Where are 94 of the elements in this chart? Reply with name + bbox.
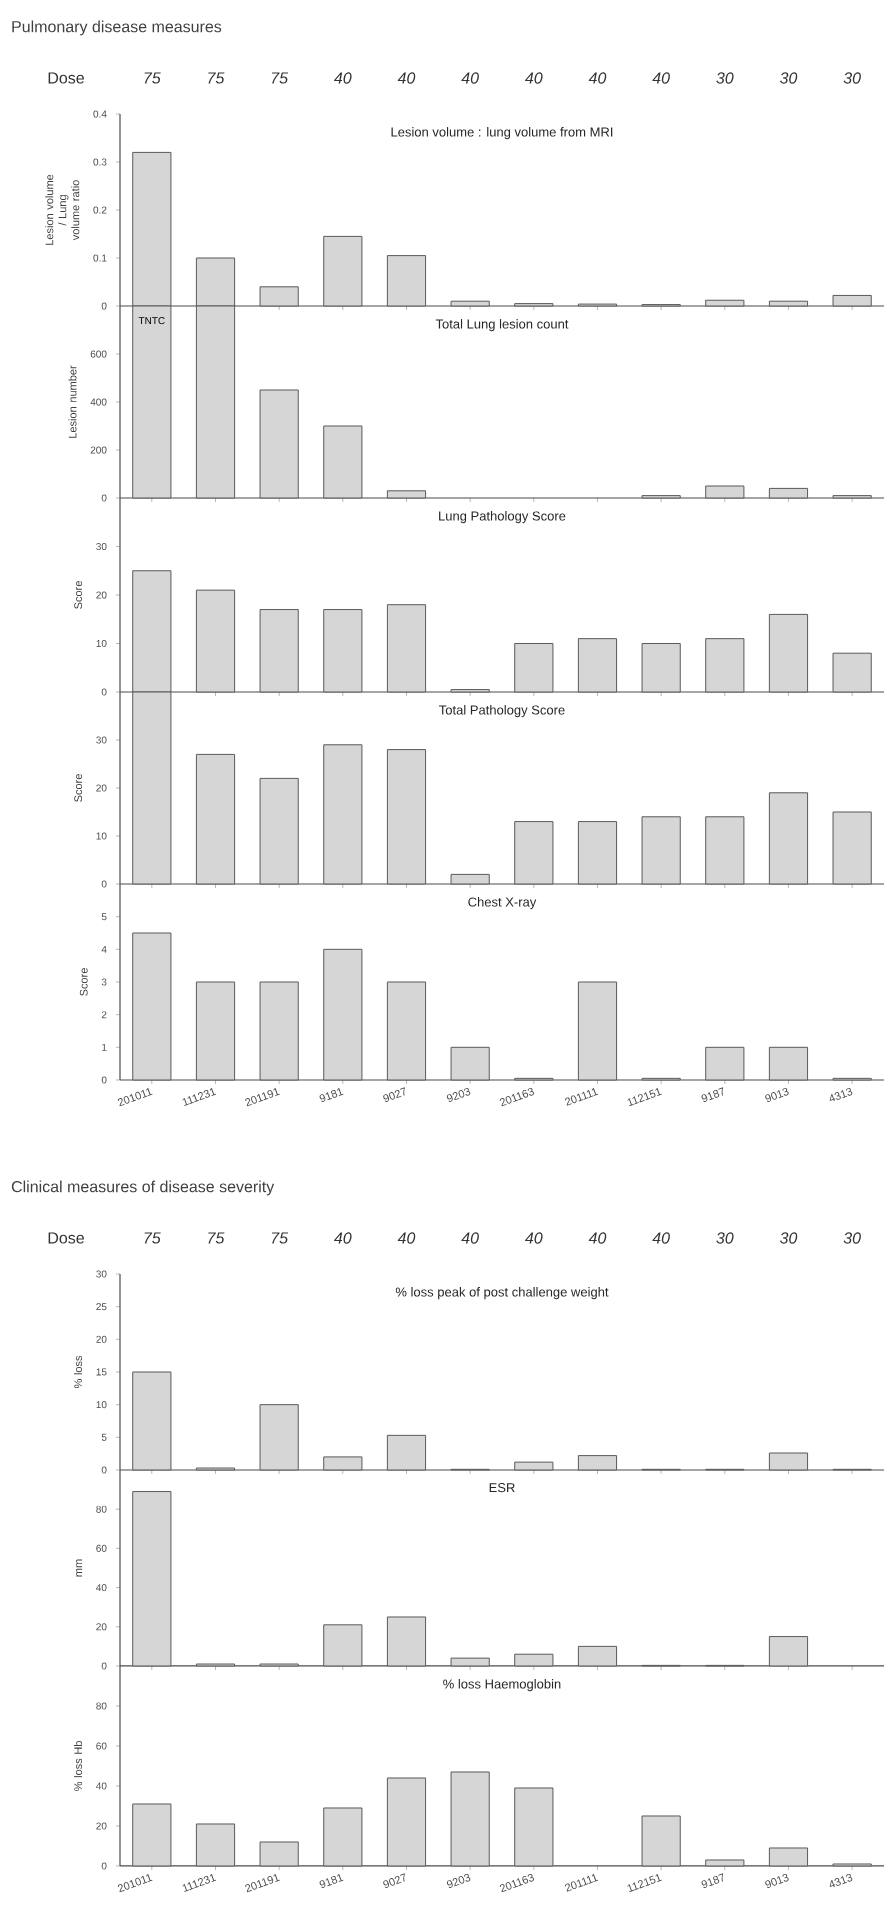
bar: [323, 425, 363, 499]
bar: [450, 873, 490, 885]
chart-title: Pulmonary disease measures: [12, 20, 222, 36]
bar: [386, 1616, 427, 1667]
bar: [641, 643, 681, 693]
bar: [705, 1046, 745, 1081]
bar: [386, 604, 427, 693]
bar: [386, 255, 427, 307]
text: 40: [588, 72, 607, 84]
bar: [450, 1046, 490, 1081]
bar: [768, 1452, 809, 1471]
text: 30: [779, 72, 798, 84]
bar: [323, 744, 363, 885]
bar: [768, 487, 809, 499]
bar: [450, 300, 490, 307]
bar: [132, 1803, 172, 1867]
bar: [132, 1491, 172, 1667]
bar: [386, 490, 427, 499]
bar: [323, 1624, 363, 1667]
text: 40: [525, 72, 543, 84]
bar: [514, 643, 554, 693]
text: Dose: [48, 72, 84, 84]
bar: [195, 753, 236, 885]
bar: [450, 1771, 490, 1867]
text: 40: [652, 72, 670, 84]
bar: [577, 638, 618, 693]
bar: [768, 1046, 809, 1081]
text: Dose: [48, 1232, 84, 1244]
bar: [195, 981, 236, 1081]
bar: [323, 1807, 363, 1867]
text: 40: [588, 1232, 607, 1244]
bar: [259, 389, 299, 499]
bar: [323, 1456, 363, 1471]
bar: [132, 932, 172, 1081]
text: 30: [843, 1232, 861, 1244]
bar: [514, 1787, 554, 1867]
bar: [386, 1434, 427, 1471]
bar: [768, 1636, 809, 1667]
bar: [259, 777, 299, 885]
bar: [577, 821, 618, 885]
text: 30: [843, 72, 861, 84]
bar: [705, 1859, 745, 1867]
text: 30: [779, 1232, 798, 1244]
text: 75: [144, 1232, 161, 1244]
bar: [577, 981, 618, 1081]
bar: [386, 1777, 427, 1867]
text: 40: [525, 1232, 543, 1244]
bar: [641, 1815, 681, 1867]
text: 75: [271, 1232, 289, 1244]
text: 40: [334, 1232, 352, 1244]
bar: [832, 652, 872, 693]
bar: [195, 589, 236, 693]
bar: [514, 1653, 554, 1667]
bar: [386, 749, 427, 885]
text: 40: [461, 72, 479, 84]
bar: [832, 294, 872, 307]
text: 75: [208, 72, 225, 84]
bar: [705, 485, 745, 499]
chart-title: Clinical measures of disease severity: [11, 1180, 275, 1196]
bar: [450, 1657, 490, 1667]
bar: [259, 981, 299, 1081]
text: 75: [271, 72, 289, 84]
bar: [768, 792, 809, 885]
bar: [259, 1404, 299, 1471]
text: 40: [397, 1232, 416, 1244]
text: 75: [208, 1232, 225, 1244]
bar: [705, 299, 745, 307]
bar: [514, 1461, 554, 1471]
bar: [323, 948, 363, 1081]
bar: [768, 1847, 809, 1867]
bar: [195, 1823, 236, 1867]
bar: [641, 816, 681, 885]
bar: [259, 286, 299, 307]
bar: [259, 609, 299, 693]
bar: [832, 811, 872, 885]
bar: [705, 816, 745, 885]
text: 75: [144, 72, 161, 84]
bar: [323, 609, 363, 693]
bar: [577, 1645, 618, 1667]
text: 30: [716, 72, 734, 84]
bar: [386, 981, 427, 1081]
bar: [323, 235, 363, 307]
bar: [132, 1371, 172, 1471]
bar: [577, 1455, 618, 1471]
text: 40: [461, 1232, 479, 1244]
bar: [514, 821, 554, 885]
bar: [768, 300, 809, 307]
bar: [705, 638, 745, 693]
text: 30: [716, 1232, 734, 1244]
bar: [259, 1841, 299, 1867]
text: 40: [334, 72, 352, 84]
text: 40: [397, 72, 416, 84]
text: 40: [652, 1232, 670, 1244]
bar: [768, 613, 809, 693]
